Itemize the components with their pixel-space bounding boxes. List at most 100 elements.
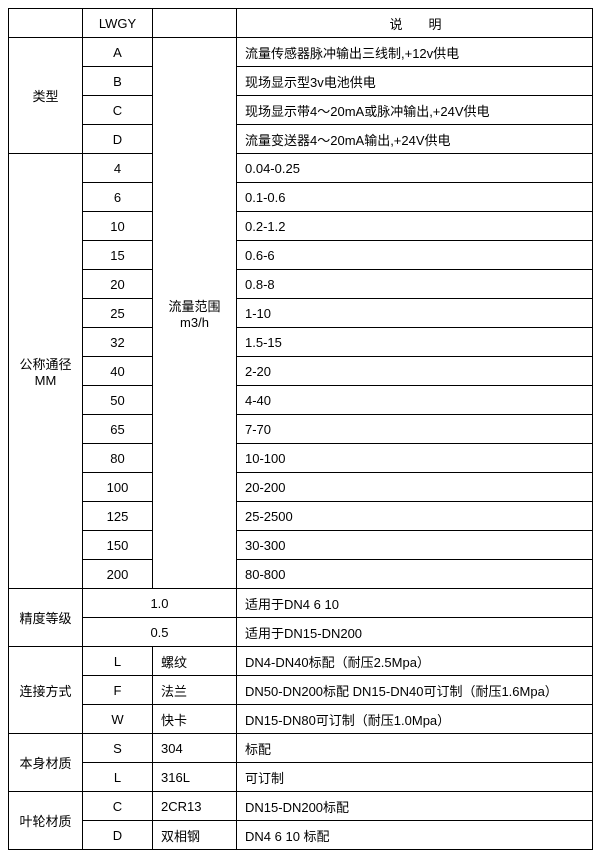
table-row: 6 0.1-0.6 [9, 183, 593, 212]
dn-code: 200 [83, 560, 153, 589]
dn-code: 125 [83, 502, 153, 531]
table-row: 公称通径 MM 4 0.04-0.25 [9, 154, 593, 183]
flow-range-line1: 流量范围 [159, 296, 230, 315]
flow-range-line2: m3/h [159, 315, 230, 330]
dn-desc: 7-70 [237, 415, 593, 444]
table-row: 150 30-300 [9, 531, 593, 560]
dn-desc: 0.1-0.6 [237, 183, 593, 212]
impeller-label: 叶轮材质 [9, 792, 83, 850]
table-row: W 快卡 DN15-DN80可订制（耐压1.0Mpa） [9, 705, 593, 734]
dn-code: 10 [83, 212, 153, 241]
table-row: 100.2-1.2 [9, 212, 593, 241]
blank-cell [9, 9, 83, 38]
dn-desc: 0.6-6 [237, 241, 593, 270]
dn-desc: 0.8-8 [237, 270, 593, 299]
table-row: D 流量变送器4～20mA输出,+24V供电 [9, 125, 593, 154]
spec-table: LWGY 说 明 类型 A 流量范围 m3/h 流量传感器脉冲输出三线制,+12… [8, 8, 593, 850]
header-desc-text: 说 明 [389, 17, 441, 32]
table-row: 32 1.5-15 [9, 328, 593, 357]
imp-desc: DN15-DN200标配 [237, 792, 593, 821]
table-row: LWGY 说 明 [9, 9, 593, 38]
accuracy-desc: 适用于DN4 6 10 [237, 589, 593, 618]
accuracy-label: 精度等级 [9, 589, 83, 647]
dn-desc: 25-2500 [237, 502, 593, 531]
body-code: L [83, 763, 153, 792]
body-desc: 标配 [237, 734, 593, 763]
dn-code: 20 [83, 270, 153, 299]
imp-type: 双相钢 [153, 821, 237, 850]
dn-code: 65 [83, 415, 153, 444]
table-row: 251-10 [9, 299, 593, 328]
dn-desc: 1.5-15 [237, 328, 593, 357]
conn-desc: DN4-DN40标配（耐压2.5Mpa） [237, 647, 593, 676]
dn-desc: 4-40 [237, 386, 593, 415]
dn-desc: 30-300 [237, 531, 593, 560]
table-row: 80 10-100 [9, 444, 593, 473]
dn-code: 6 [83, 183, 153, 212]
type-code: D [83, 125, 153, 154]
type-desc: 现场显示型3v电池供电 [237, 67, 593, 96]
accuracy-desc: 适用于DN15-DN200 [237, 618, 593, 647]
conn-desc: DN15-DN80可订制（耐压1.0Mpa） [237, 705, 593, 734]
conn-type: 螺纹 [153, 647, 237, 676]
dn-label-line2: MM [15, 373, 76, 388]
blank-cell [153, 9, 237, 38]
conn-code: F [83, 676, 153, 705]
table-row: 125 25-2500 [9, 502, 593, 531]
table-row: 连接方式 L 螺纹 DN4-DN40标配（耐压2.5Mpa） [9, 647, 593, 676]
dn-code: 40 [83, 357, 153, 386]
header-lwgy: LWGY [83, 9, 153, 38]
dn-code: 25 [83, 299, 153, 328]
table-row: 15 0.6-6 [9, 241, 593, 270]
table-row: B 现场显示型3v电池供电 [9, 67, 593, 96]
accuracy-val: 0.5 [83, 618, 237, 647]
type-desc: 流量变送器4～20mA输出,+24V供电 [237, 125, 593, 154]
dn-desc: 20-200 [237, 473, 593, 502]
imp-code: D [83, 821, 153, 850]
dn-label: 公称通径 MM [9, 154, 83, 589]
table-row: 叶轮材质 C 2CR13 DN15-DN200标配 [9, 792, 593, 821]
header-desc: 说 明 [237, 9, 593, 38]
body-type: 316L [153, 763, 237, 792]
body-type: 304 [153, 734, 237, 763]
table-row: F 法兰 DN50-DN200标配 DN15-DN40可订制（耐压1.6Mpa） [9, 676, 593, 705]
conn-code: L [83, 647, 153, 676]
dn-code: 32 [83, 328, 153, 357]
dn-code: 15 [83, 241, 153, 270]
dn-code: 50 [83, 386, 153, 415]
imp-desc: DN4 6 10 标配 [237, 821, 593, 850]
conn-desc: DN50-DN200标配 DN15-DN40可订制（耐压1.6Mpa） [237, 676, 593, 705]
type-code: A [83, 38, 153, 67]
dn-label-line1: 公称通径 [15, 354, 76, 373]
dn-code: 80 [83, 444, 153, 473]
type-label: 类型 [9, 38, 83, 154]
body-code: S [83, 734, 153, 763]
table-row: 本身材质 S 304 标配 [9, 734, 593, 763]
dn-desc: 2-20 [237, 357, 593, 386]
table-row: L 316L 可订制 [9, 763, 593, 792]
table-row: 精度等级 1.0 适用于DN4 6 10 [9, 589, 593, 618]
table-row: 20080-800 [9, 560, 593, 589]
conn-type: 法兰 [153, 676, 237, 705]
body-desc: 可订制 [237, 763, 593, 792]
connection-label: 连接方式 [9, 647, 83, 734]
body-label: 本身材质 [9, 734, 83, 792]
type-desc: 现场显示带4～20mA或脉冲输出,+24V供电 [237, 96, 593, 125]
flow-range-label: 流量范围 m3/h [153, 38, 237, 589]
type-code: B [83, 67, 153, 96]
table-row: 40 2-20 [9, 357, 593, 386]
type-code: C [83, 96, 153, 125]
table-row: 20 0.8-8 [9, 270, 593, 299]
table-row: 50 4-40 [9, 386, 593, 415]
imp-type: 2CR13 [153, 792, 237, 821]
conn-type: 快卡 [153, 705, 237, 734]
table-row: 10020-200 [9, 473, 593, 502]
dn-desc: 10-100 [237, 444, 593, 473]
table-row: D 双相钢 DN4 6 10 标配 [9, 821, 593, 850]
dn-code: 150 [83, 531, 153, 560]
accuracy-val: 1.0 [83, 589, 237, 618]
table-row: 类型 A 流量范围 m3/h 流量传感器脉冲输出三线制,+12v供电 [9, 38, 593, 67]
type-desc: 流量传感器脉冲输出三线制,+12v供电 [237, 38, 593, 67]
dn-desc: 0.04-0.25 [237, 154, 593, 183]
imp-code: C [83, 792, 153, 821]
